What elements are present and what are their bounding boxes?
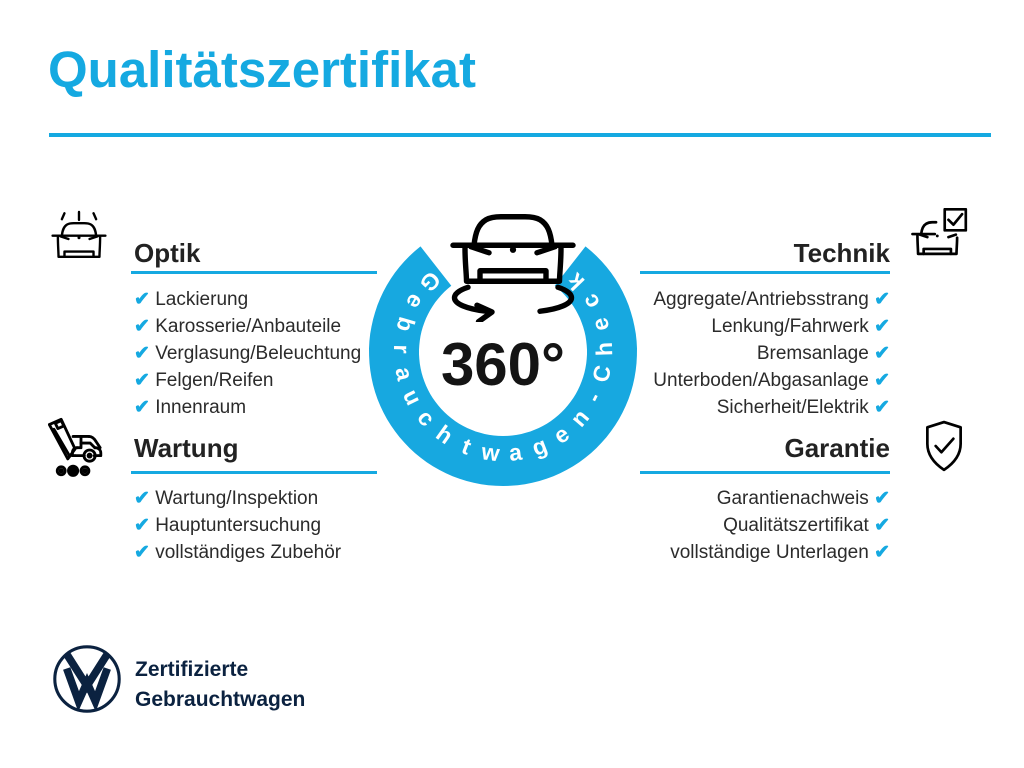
svg-text:h: h [591,342,617,357]
svg-text:360°: 360° [441,331,565,398]
svg-text:w: w [479,438,501,466]
svg-text:r: r [389,344,415,354]
